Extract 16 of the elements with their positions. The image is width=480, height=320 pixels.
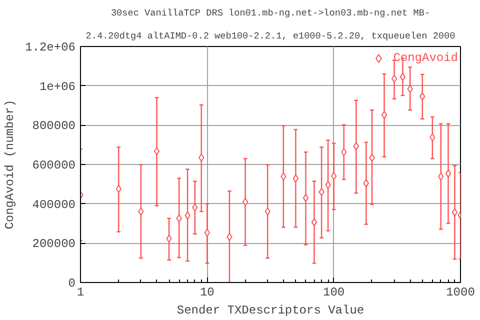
- legend-label: CongAvoid: [393, 51, 458, 65]
- x-tick-label: 100: [323, 286, 345, 300]
- y-tick-label: 800000: [32, 119, 76, 134]
- y-tick-label: 1.2e+06: [25, 40, 76, 54]
- y-tick-label: 200000: [32, 237, 76, 252]
- chart-subtitle: 2.4.20dtg4 altAIMD-0.2 web100-2.2.1, e1000-5.2.20, txqueuelen 2000: [86, 30, 456, 42]
- y-tick-label: 400000: [32, 198, 76, 212]
- y-tick-label: 600000: [32, 158, 76, 172]
- x-tick-label: 1: [76, 286, 84, 300]
- chart-title: 30sec VanillaTCP DRS lon01.mb-ng.net->lon03.mb-ng.net MB-: [110, 8, 430, 18]
- y-tick-label: 0: [68, 276, 76, 290]
- x-axis-title: Sender TXDescriptors Value: [176, 304, 364, 318]
- x-tick-label: 10: [200, 286, 214, 300]
- x-tick-label: 1000: [446, 286, 475, 300]
- y-tick-label: 1e+06: [39, 80, 76, 94]
- y-axis-title: CongAvoid (number): [3, 100, 18, 230]
